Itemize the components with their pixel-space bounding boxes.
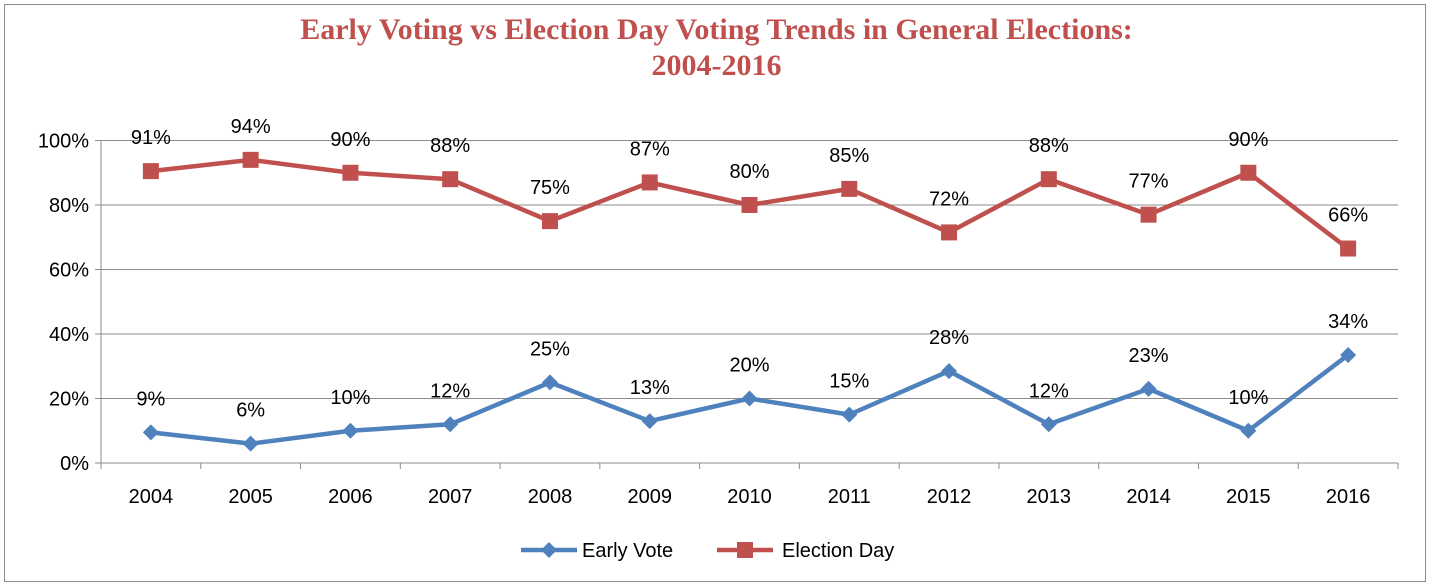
data-label: 85% <box>829 145 869 167</box>
legend-marker <box>737 542 753 558</box>
data-point-marker <box>342 164 359 181</box>
data-label: 77% <box>1129 171 1169 193</box>
data-point-marker <box>741 390 758 407</box>
data-point-marker <box>941 363 958 380</box>
data-point-marker <box>242 151 259 168</box>
data-label: 20% <box>729 355 769 377</box>
y-tick-label: 40% <box>49 324 89 346</box>
y-tick-label: 0% <box>60 453 89 475</box>
data-label: 6% <box>236 400 265 422</box>
data-label: 10% <box>1228 387 1268 409</box>
legend-item: Early Vote <box>521 540 673 562</box>
data-label: 25% <box>530 338 570 360</box>
data-point-marker <box>1240 422 1257 439</box>
data-point-marker <box>641 174 658 191</box>
y-tick-label: 20% <box>49 389 89 411</box>
data-point-marker <box>1140 380 1157 397</box>
data-label: 10% <box>330 387 370 409</box>
data-point-marker <box>1140 206 1157 223</box>
x-tick-label: 2010 <box>727 486 772 508</box>
data-label: 9% <box>136 388 165 410</box>
chart-title: Early Voting vs Election Day Voting Tren… <box>0 12 1433 84</box>
data-point-marker <box>741 197 758 213</box>
data-point-marker <box>142 163 159 180</box>
legend-label: Election Day <box>782 540 894 562</box>
y-tick-label: 80% <box>49 195 89 217</box>
x-tick-label: 2011 <box>828 486 871 508</box>
data-label: 88% <box>1029 135 1069 157</box>
data-label: 90% <box>1228 129 1268 151</box>
data-label: 90% <box>330 129 370 151</box>
data-label: 72% <box>929 188 969 210</box>
data-point-marker <box>541 213 558 230</box>
data-label: 88% <box>430 135 470 157</box>
data-point-marker <box>841 406 858 423</box>
data-label: 66% <box>1328 205 1368 227</box>
data-label: 28% <box>929 327 969 349</box>
data-point-marker <box>541 374 558 391</box>
data-point-marker <box>641 413 658 430</box>
chart-title-line-1: Early Voting vs Election Day Voting Tren… <box>300 13 1133 46</box>
data-label: 15% <box>829 371 869 393</box>
data-point-marker <box>1040 416 1057 433</box>
data-point-marker <box>841 180 858 197</box>
data-point-marker <box>442 416 459 433</box>
x-tick-label: 2015 <box>1226 486 1271 508</box>
data-label: 12% <box>1029 380 1069 402</box>
data-point-marker <box>1040 171 1057 188</box>
chart-title-line-2: 2004-2016 <box>651 49 782 82</box>
x-tick-label: 2008 <box>528 486 573 508</box>
legend-label: Early Vote <box>582 540 673 562</box>
x-tick-label: 2012 <box>927 486 972 508</box>
data-point-marker <box>242 435 259 452</box>
data-label: 80% <box>729 161 769 183</box>
data-label: 75% <box>530 177 570 199</box>
chart-frame <box>4 4 1426 582</box>
data-point-marker <box>941 224 958 241</box>
x-tick-label: 2006 <box>328 486 373 508</box>
x-tick-label: 2013 <box>1027 486 1072 508</box>
x-tick-label: 2009 <box>627 486 672 508</box>
data-label: 12% <box>430 380 470 402</box>
data-label: 94% <box>231 116 271 138</box>
x-tick-label: 2016 <box>1326 486 1371 508</box>
data-label: 13% <box>630 377 670 399</box>
data-label: 23% <box>1129 345 1169 367</box>
data-point-marker <box>1240 164 1257 181</box>
legend-item: Election Day <box>717 540 894 562</box>
x-tick-label: 2004 <box>129 486 174 508</box>
data-point-marker <box>442 171 459 188</box>
x-tick-label: 2014 <box>1126 486 1171 508</box>
legend-marker <box>541 542 557 558</box>
data-label: 87% <box>630 138 670 160</box>
data-point-marker <box>142 424 159 441</box>
y-tick-label: 60% <box>49 260 89 282</box>
data-point-marker <box>1340 346 1357 363</box>
x-tick-label: 2005 <box>228 486 273 508</box>
data-label: 91% <box>131 127 171 149</box>
x-tick-label: 2007 <box>428 486 473 508</box>
data-label: 34% <box>1328 311 1368 333</box>
y-tick-label: 100% <box>38 131 89 153</box>
data-point-marker <box>1340 240 1357 257</box>
data-point-marker <box>342 422 359 439</box>
